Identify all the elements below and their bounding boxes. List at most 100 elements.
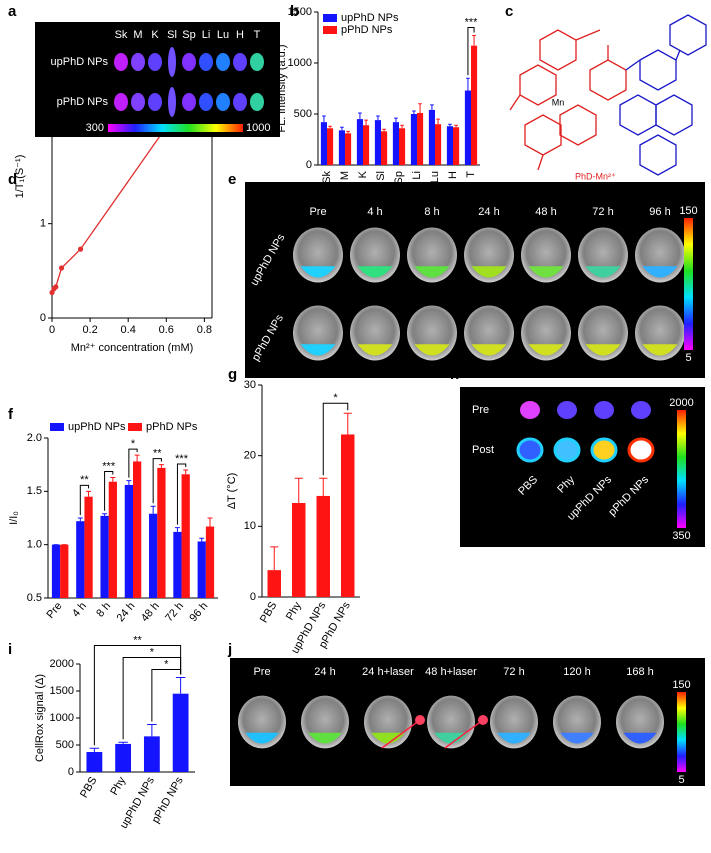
bar <box>149 513 158 598</box>
row-label: Post <box>472 444 494 456</box>
organ-label: Lu <box>217 29 229 41</box>
significance-bracket <box>467 26 475 76</box>
organ-label: K <box>151 29 159 41</box>
y-tick-label: 2.0 <box>27 432 42 444</box>
error-bar <box>430 104 434 110</box>
row-label: upPhD NPs <box>51 56 109 68</box>
colorbar <box>677 692 686 772</box>
image-panel <box>35 22 280 137</box>
x-tick-label: Sp <box>393 171 405 184</box>
significance-label: *** <box>175 453 189 465</box>
error-bar <box>340 126 344 131</box>
x-tick-label: 0.6 <box>159 324 174 336</box>
organ <box>114 53 128 71</box>
y-tick-label: 1000 <box>50 712 74 724</box>
x-tick-label: 0 <box>49 324 55 336</box>
organ <box>233 53 247 71</box>
significance-label: *** <box>102 460 116 472</box>
laser-spot <box>415 715 425 725</box>
error-bar <box>126 480 132 485</box>
bar <box>320 122 327 165</box>
y-axis-label: 1/T₁(S⁻¹) <box>14 155 26 199</box>
panel-letter: d <box>8 171 17 188</box>
y-tick-label: 0 <box>306 159 312 171</box>
y-tick-label: 1500 <box>50 685 74 697</box>
y-tick-label: 0 <box>40 312 46 324</box>
significance-label: ** <box>80 474 89 486</box>
bar <box>363 125 370 165</box>
bar <box>181 474 190 598</box>
bar <box>428 109 435 165</box>
legend-label: upPhD NPs <box>68 421 126 433</box>
time-label: 168 h <box>626 666 654 678</box>
x-axis-label: Mn²⁺ concentration (mM) <box>71 342 194 354</box>
bar <box>267 570 281 597</box>
error-bar <box>270 546 279 571</box>
error-bar <box>102 513 108 516</box>
error-bar <box>199 537 205 542</box>
bar <box>345 133 352 165</box>
bar <box>453 127 460 165</box>
colorbar-label: 5 <box>685 352 691 364</box>
error-bar <box>118 741 128 744</box>
colorbar-label: 1000 <box>246 122 270 134</box>
y-axis-label: ΔT (°C) <box>226 473 238 510</box>
error-bar <box>110 476 116 482</box>
bar <box>205 526 215 598</box>
significance-bracket <box>128 448 138 478</box>
bar <box>381 131 388 165</box>
y-tick-label: 500 <box>294 108 312 120</box>
organ <box>131 53 145 71</box>
error-bar <box>134 454 140 462</box>
error-bar <box>358 112 362 120</box>
organ <box>233 93 247 111</box>
x-tick-label: 0.2 <box>82 324 97 336</box>
significance-label: * <box>131 438 136 450</box>
bar <box>173 531 182 598</box>
error-bar <box>89 747 100 753</box>
organ <box>250 53 264 71</box>
significance-label: * <box>333 392 338 404</box>
time-label: 72 h <box>503 666 524 678</box>
tumor-signal <box>623 732 657 744</box>
significance-label: *** <box>465 16 479 28</box>
error-bar <box>418 103 422 113</box>
legend-label: pPhD NPs <box>146 421 198 433</box>
bar <box>417 112 424 165</box>
bar <box>197 541 206 598</box>
organ <box>216 93 230 111</box>
error-bar <box>412 110 416 114</box>
tumor-signal <box>300 344 336 356</box>
tumor <box>516 437 544 463</box>
organ <box>148 93 162 111</box>
bar <box>100 515 109 598</box>
organ-label: Sl <box>167 29 177 41</box>
x-tick-label: Phy <box>284 600 304 623</box>
significance-bracket <box>176 463 187 525</box>
tumor-signal <box>434 732 468 744</box>
time-label: Pre <box>253 666 270 678</box>
significance-bracket <box>152 458 162 504</box>
bar <box>464 90 471 165</box>
bar <box>124 484 133 598</box>
laser-spot <box>478 715 488 725</box>
significance-bracket <box>151 669 182 722</box>
bar <box>399 128 406 165</box>
tumor <box>594 401 614 419</box>
tumor-signal <box>300 266 336 278</box>
x-tick-label: 48 h <box>139 600 162 624</box>
error-bar <box>183 469 189 475</box>
error-bar <box>328 125 332 129</box>
tumor <box>557 401 577 419</box>
significance-bracket <box>322 402 349 476</box>
tumor-signal <box>357 266 393 278</box>
tumor <box>520 401 540 419</box>
panel-letter: i <box>8 641 12 658</box>
bar <box>157 467 166 598</box>
error-bar <box>174 527 180 532</box>
x-tick-label: T <box>465 171 477 178</box>
error-bar <box>346 130 350 134</box>
row-label: pPhD NPs <box>57 96 109 108</box>
tumor-signal <box>528 344 564 356</box>
error-bar <box>147 723 157 737</box>
